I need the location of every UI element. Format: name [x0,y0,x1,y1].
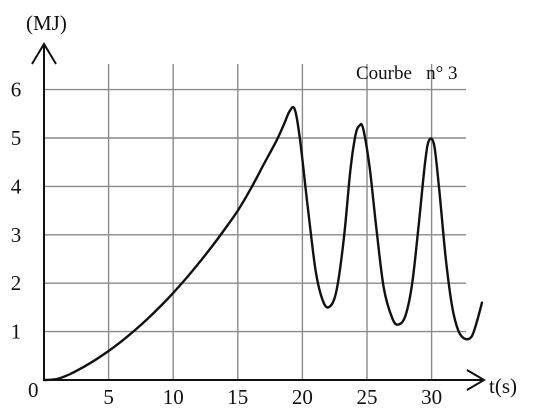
x-tick-label-25: 25 [357,385,378,408]
chart-title: Courbe n° 3 [356,63,458,84]
y-axis-unit-label: (MJ) [26,11,67,35]
x-tick-label-10: 10 [163,385,184,408]
x-tick-label-20: 20 [292,385,313,408]
y-tick-label-6: 6 [11,78,22,102]
grid [44,64,466,380]
y-tick-label-5: 5 [11,126,22,150]
x-tick-label-15: 15 [227,385,248,408]
origin-label: 0 [28,378,39,402]
energy-curve [44,107,482,380]
y-tick-label-1: 1 [11,320,22,344]
axes [32,44,484,390]
y-tick-label-4: 4 [11,174,22,198]
y-tick-label-2: 2 [11,271,22,295]
x-axis-unit-label: t(s) [489,374,517,398]
x-tick-label-30: 30 [421,385,442,408]
x-tick-label-5: 5 [103,385,114,408]
y-tick-label-3: 3 [11,223,22,247]
